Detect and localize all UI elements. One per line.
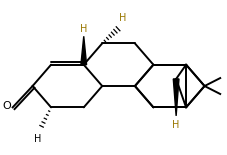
Text: H: H xyxy=(34,134,41,144)
Text: H: H xyxy=(80,24,87,34)
Polygon shape xyxy=(81,36,86,65)
Polygon shape xyxy=(173,79,178,116)
Text: O: O xyxy=(2,101,11,111)
Text: H: H xyxy=(172,120,179,130)
Text: H: H xyxy=(118,13,126,24)
